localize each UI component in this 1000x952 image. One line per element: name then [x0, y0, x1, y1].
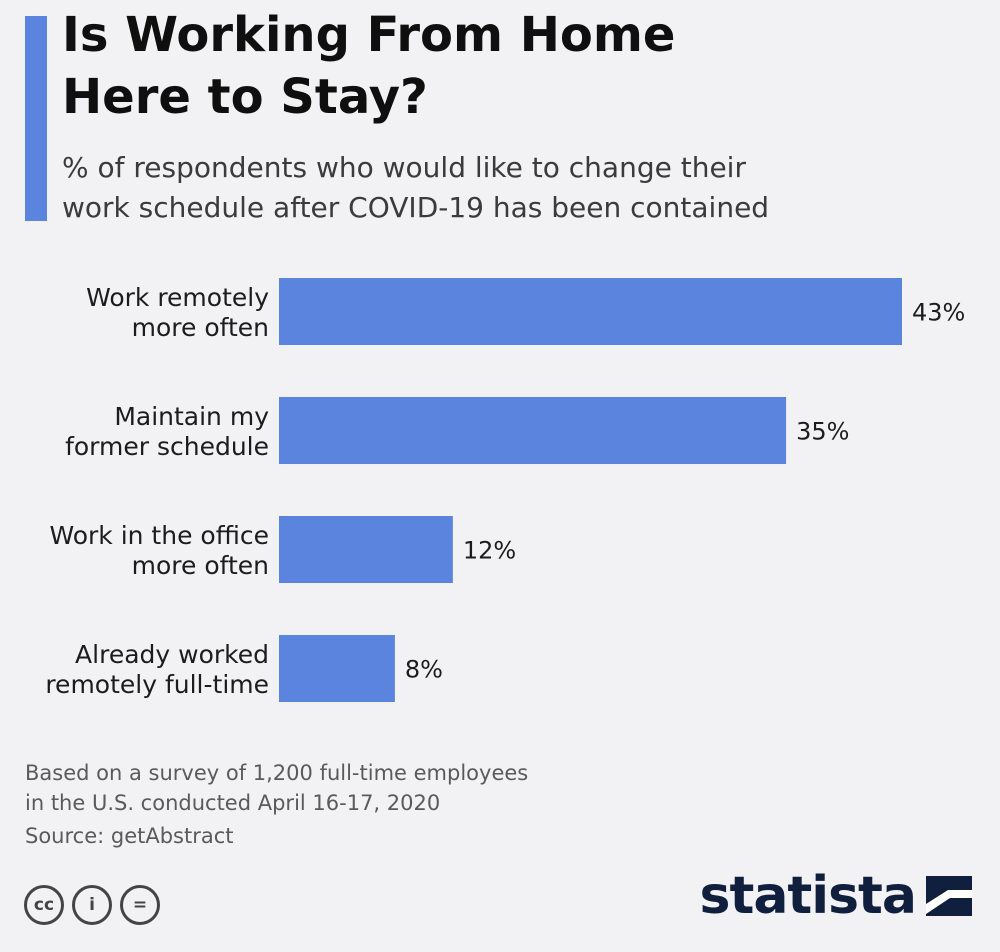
footnote: Based on a survey of 1,200 full-time emp…	[25, 758, 725, 851]
chart-title: Is Working From Home Here to Stay?	[62, 4, 962, 128]
bar-2	[279, 516, 453, 583]
bar-3	[279, 635, 395, 702]
brand-name: statista	[699, 866, 917, 926]
license-icons: cc i =	[24, 885, 160, 931]
title-accent-bar	[25, 16, 47, 221]
statista-logo-icon	[926, 876, 972, 916]
source-text: Source: getAbstract	[25, 824, 234, 848]
footnote-line-2: in the U.S. conducted April 16-17, 2020	[25, 791, 441, 815]
title-line-2: Here to Stay?	[62, 69, 428, 125]
subtitle-line-2: work schedule after COVID-19 has been co…	[62, 191, 770, 224]
attribution-icon[interactable]: i	[72, 885, 112, 925]
bar-chart: Work remotely more often 43% Maintain my for…	[45, 278, 965, 702]
no-derivatives-icon[interactable]: =	[120, 885, 160, 925]
title-line-1: Is Working From Home	[62, 7, 676, 63]
value-label-3: 8%	[405, 656, 443, 684]
category-label-3: Already worked remotely full-time	[45, 640, 269, 699]
footnote-line-1: Based on a survey of 1,200 full-time emp…	[25, 761, 529, 785]
bar-0	[279, 278, 902, 345]
bar-1	[279, 397, 787, 464]
value-label-2: 12%	[463, 537, 516, 565]
category-label-1: Maintain my former schedule	[65, 402, 269, 461]
value-label-1: 35%	[796, 418, 849, 446]
chart-subtitle: % of respondents who would like to chang…	[62, 148, 962, 228]
category-label-0: Work remotely more often	[86, 283, 269, 342]
value-label-0: 43%	[912, 299, 965, 327]
cc-icon[interactable]: cc	[24, 885, 64, 925]
category-label-2: Work in the office more often	[49, 521, 269, 580]
statista-logo[interactable]: statista	[700, 866, 972, 926]
subtitle-line-1: % of respondents who would like to chang…	[62, 151, 746, 184]
